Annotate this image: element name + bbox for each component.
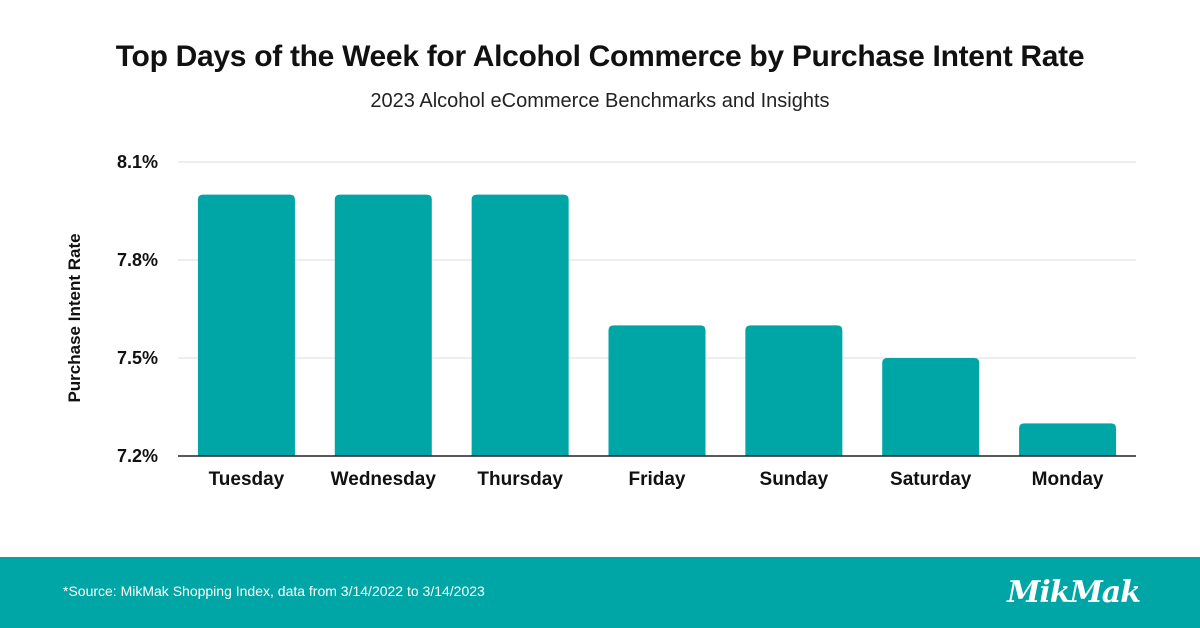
x-tick-label: Tuesday bbox=[209, 469, 285, 490]
chart-title: Top Days of the Week for Alcohol Commerc… bbox=[115, 40, 1085, 73]
x-tick-label: Thursday bbox=[477, 469, 563, 490]
y-tick-label: 7.2% bbox=[117, 446, 158, 466]
bar-tuesday bbox=[197, 194, 295, 456]
chart-subtitle: 2023 Alcohol eCommerce Benchmarks and In… bbox=[370, 90, 830, 112]
x-tick-label: Wednesday bbox=[331, 469, 437, 490]
bar-thursday bbox=[471, 194, 569, 456]
bar-monday bbox=[1019, 423, 1117, 456]
bar-friday bbox=[608, 325, 706, 456]
y-axis-title: Purchase Intent Rate bbox=[65, 233, 84, 402]
y-tick-label: 7.5% bbox=[117, 348, 158, 368]
x-tick-label: Friday bbox=[628, 469, 685, 490]
source-note: *Source: MikMak Shopping Index, data fro… bbox=[63, 583, 485, 599]
y-tick-label: 7.8% bbox=[117, 250, 158, 270]
brand-logo: MikMak bbox=[1007, 575, 1141, 610]
y-tick-label: 8.1% bbox=[117, 152, 158, 172]
bar-saturday bbox=[882, 358, 980, 456]
bar-wednesday bbox=[334, 194, 432, 456]
footer-bar: *Source: MikMak Shopping Index, data fro… bbox=[0, 557, 1200, 628]
x-tick-label: Sunday bbox=[760, 469, 829, 490]
bar-sunday bbox=[745, 325, 843, 456]
bar-chart: 7.2% 7.5% 7.8% 8.1% Purchase Intent Rate Tues… bbox=[65, 152, 1136, 490]
x-tick-label: Saturday bbox=[890, 469, 972, 490]
x-tick-label: Monday bbox=[1032, 469, 1104, 490]
